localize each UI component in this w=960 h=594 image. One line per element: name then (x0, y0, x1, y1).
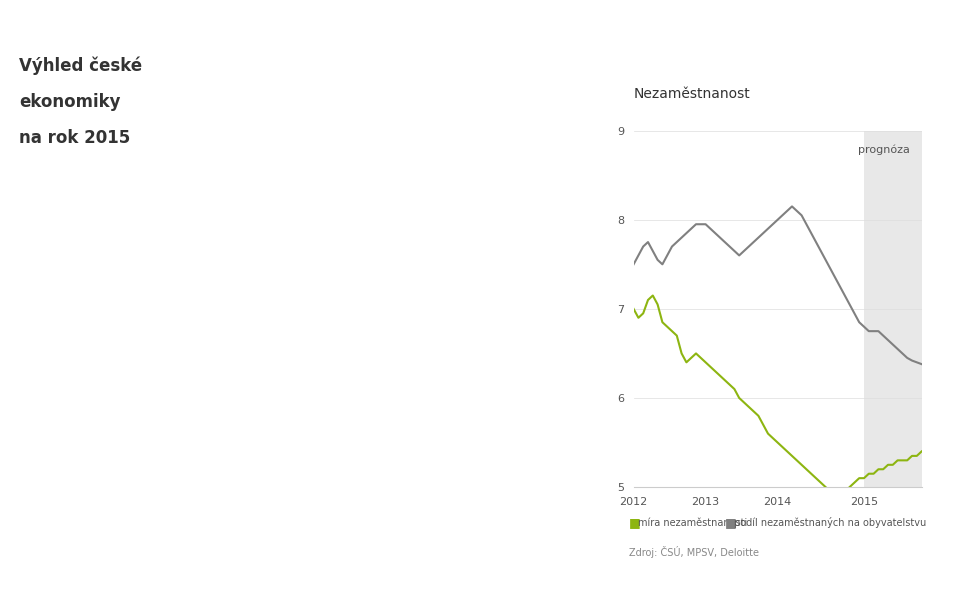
Text: ■: ■ (629, 516, 640, 529)
Text: ekonomiky: ekonomiky (19, 93, 121, 111)
Text: Nezaměstnanost: Nezaměstnanost (634, 87, 751, 101)
Text: ■: ■ (725, 516, 736, 529)
Text: na rok 2015: na rok 2015 (19, 128, 131, 147)
Text: Výhled české: Výhled české (19, 57, 142, 75)
Text: prognóza: prognóza (858, 144, 910, 154)
Bar (864, 131, 922, 487)
Text: míra nezaměstnanosti: míra nezaměstnanosti (638, 518, 748, 527)
Text: Zdroj: ČSÚ, MPSV, Deloitte: Zdroj: ČSÚ, MPSV, Deloitte (629, 546, 758, 558)
Text: podíl nezaměstnaných na obyvatelstvu: podíl nezaměstnaných na obyvatelstvu (734, 517, 926, 528)
